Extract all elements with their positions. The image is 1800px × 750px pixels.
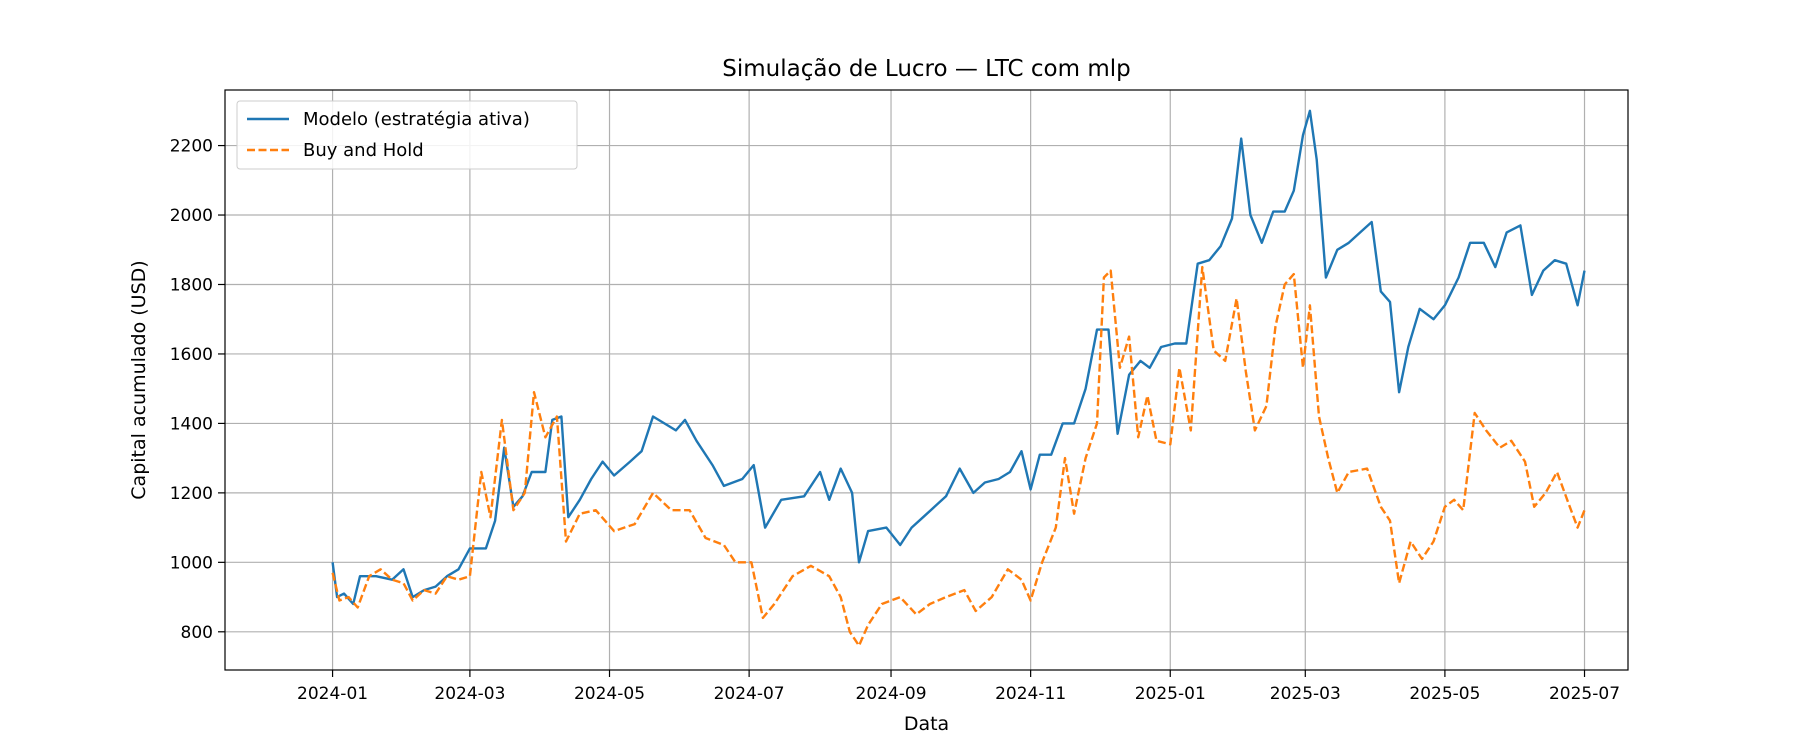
series-line-2 — [331, 265, 1586, 647]
y-tick-label: 1600 — [170, 345, 213, 365]
x-tick-label: 2024-11 — [995, 684, 1066, 704]
legend-box — [236, 100, 578, 170]
y-tick-label: 2200 — [170, 137, 213, 157]
x-tick-label: 2024-09 — [856, 684, 927, 704]
y-tick-label: 800 — [181, 623, 213, 643]
x-tick-label: 2025-01 — [1135, 684, 1206, 704]
x-tick-label: 2025-07 — [1549, 684, 1620, 704]
axis-ticks: 2024-01 2024-03 2024-05 2024-07 2024-09 2024-… — [170, 137, 1620, 704]
x-tick-label: 2024-01 — [297, 684, 368, 704]
x-tick-label: 2025-03 — [1270, 684, 1341, 704]
y-tick-label: 1400 — [170, 414, 213, 434]
y-tick-label: 1800 — [170, 275, 213, 295]
series-layer — [331, 109, 1586, 647]
grid — [225, 90, 1628, 670]
x-axis-label: Data — [904, 713, 949, 735]
plot-frame — [224, 89, 1629, 671]
chart-title: Simulação de Lucro — LTC com mlp — [722, 56, 1130, 82]
y-tick-label: 2000 — [170, 206, 213, 226]
y-tick-label: 1200 — [170, 484, 213, 504]
x-tick-label: 2025-05 — [1409, 684, 1480, 704]
legend-label-2: Buy and Hold — [303, 140, 424, 161]
x-tick-label: 2024-07 — [714, 684, 785, 704]
legend-label-1: Modelo (estratégia ativa) — [303, 109, 530, 130]
series-line-1 — [331, 109, 1586, 606]
legend: Modelo (estratégia ativa) Buy and Hold — [236, 100, 578, 170]
x-tick-label: 2024-05 — [574, 684, 645, 704]
x-tick-label: 2024-03 — [434, 684, 505, 704]
y-tick-label: 1000 — [170, 553, 213, 573]
y-axis-label: Capital acumulado (USD) — [128, 260, 150, 499]
